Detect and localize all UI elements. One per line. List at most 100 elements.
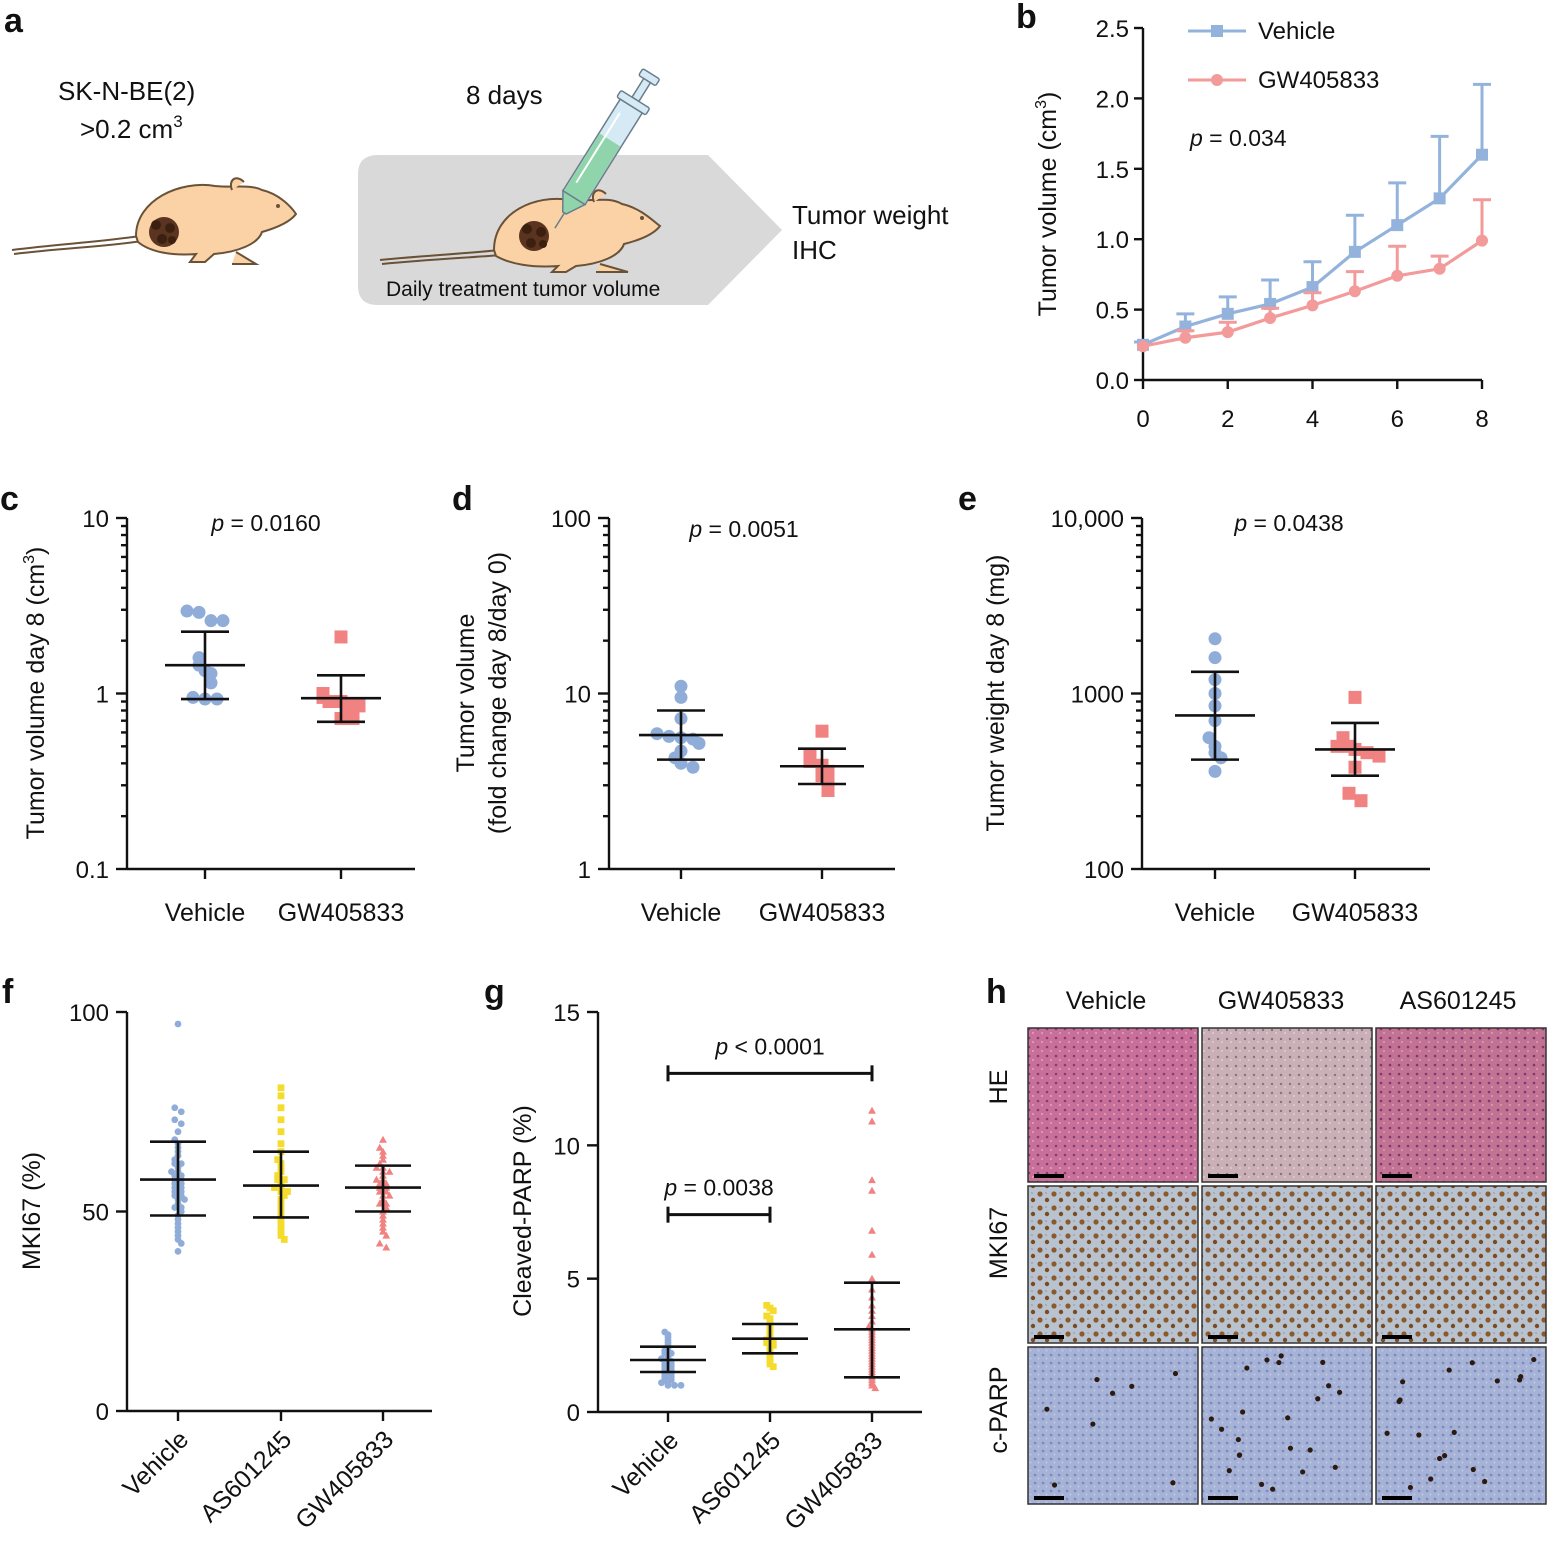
x-tick-label: Vehicle xyxy=(165,899,246,927)
data-point xyxy=(186,690,200,704)
data-point xyxy=(277,1116,285,1124)
y-axis-title: Tumor volume xyxy=(452,614,480,773)
cparp-gw405833-image xyxy=(1201,1346,1373,1505)
x-tick-label: AS601245 xyxy=(195,1425,297,1527)
data-point xyxy=(686,760,700,774)
y-axis-title-line2: (fold change day 8/day 0) xyxy=(484,552,512,834)
endpoint-ihc: IHC xyxy=(792,235,837,265)
y-axis-title: Tumor volume day 8 (cm3) xyxy=(21,547,50,840)
panel-label-h: h xyxy=(986,973,1007,1011)
x-tick-label: GW405833 xyxy=(1292,899,1418,927)
y-axis-title-sup: 3 xyxy=(21,555,38,564)
data-point xyxy=(763,1339,771,1347)
positive-cell xyxy=(1094,1376,1100,1383)
y-tick-label: 15 xyxy=(553,1000,580,1027)
p-number: < 0.0001 xyxy=(728,1033,825,1059)
positive-cell xyxy=(1090,1421,1096,1427)
h-row-he: HE xyxy=(985,1070,1013,1105)
data-point xyxy=(1354,794,1368,808)
data-point xyxy=(277,1232,285,1239)
positive-cell xyxy=(1278,1353,1284,1359)
positive-cell xyxy=(1218,1426,1225,1432)
data-point xyxy=(280,1176,288,1183)
y-tick-label: 1 xyxy=(578,857,591,884)
panel-c: c 10 1 0.1 Tumor volume day 8 (cm3) Vehicle G… xyxy=(0,480,415,927)
data-point xyxy=(868,1186,876,1194)
data-point xyxy=(171,1204,179,1211)
y-axis-title-end: ) xyxy=(1034,92,1062,100)
positive-cell xyxy=(1307,1447,1313,1453)
data-point xyxy=(868,1226,876,1234)
panel-label-e: e xyxy=(958,480,977,518)
positive-cell xyxy=(1109,1390,1116,1396)
y-tick-label: 0.0 xyxy=(1096,368,1129,395)
y-axis-title-text: MKI67 (%) xyxy=(18,1152,46,1270)
p-value: p < 0.0001 xyxy=(714,1033,824,1059)
group-gw405833 xyxy=(780,724,864,798)
data-point xyxy=(1433,262,1446,275)
h-col-gw405833: GW405833 xyxy=(1218,987,1344,1015)
significance-bracket: p = 0.0038 xyxy=(663,1175,774,1223)
p-symbol: p xyxy=(1233,510,1247,536)
series-vehicle xyxy=(1134,82,1491,351)
y-axis-title-sup: 3 xyxy=(1033,100,1050,109)
significance-bracket: p < 0.0001 xyxy=(666,1033,874,1082)
data-point xyxy=(334,630,348,644)
data-point xyxy=(375,1239,384,1247)
positive-cell xyxy=(1416,1432,1422,1438)
y-tick-label: 0.1 xyxy=(76,857,109,884)
p-value: p = 0.034 xyxy=(1189,125,1287,151)
x-tick-label: Vehicle xyxy=(117,1425,194,1502)
cparp-positive-cells xyxy=(1044,1353,1537,1492)
data-point xyxy=(274,1172,282,1179)
positive-cell xyxy=(1235,1436,1241,1443)
x-tick-label: Vehicle xyxy=(641,899,722,927)
positive-cell xyxy=(1051,1482,1058,1488)
data-point xyxy=(204,614,218,628)
data-point xyxy=(1348,245,1361,258)
data-point xyxy=(1264,312,1277,325)
positive-cell xyxy=(1172,1370,1179,1377)
data-point xyxy=(379,1155,387,1163)
panel-a: a SK-N-BE(2) >0.2 cm3 8 days Daily treat… xyxy=(4,2,949,305)
data-point xyxy=(277,1092,285,1100)
data-point xyxy=(1372,749,1386,763)
p-number: = 0.0438 xyxy=(1247,510,1344,536)
y-axis-title: Cleaved-PARP (%) xyxy=(509,1105,537,1317)
positive-cell xyxy=(1428,1476,1434,1482)
panel-label-b: b xyxy=(1016,0,1037,36)
p-number: = 0.0038 xyxy=(677,1175,774,1201)
data-point xyxy=(385,1191,394,1199)
data-point xyxy=(650,727,664,741)
data-point xyxy=(204,676,218,690)
p-value: p = 0.0038 xyxy=(663,1175,773,1201)
positive-cell xyxy=(1400,1379,1406,1385)
data-point xyxy=(868,1117,876,1125)
series-line xyxy=(1142,153,1484,347)
panel-g: g 15 10 5 0 Cleaved-PARP (%) Vehicle AS601245G… xyxy=(484,973,922,1536)
y-axis-title-text: Tumor volume (cm xyxy=(1034,109,1062,316)
y-tick-label: 0.5 xyxy=(1096,298,1129,325)
p-number: = 0.0051 xyxy=(702,516,799,542)
syringe-icon xyxy=(554,68,660,229)
data-point xyxy=(1179,331,1192,344)
x-tick-label: Vehicle xyxy=(1175,899,1256,927)
data-point xyxy=(346,712,360,726)
positive-cell xyxy=(1287,1445,1294,1451)
y-tick-label: 5 xyxy=(567,1267,580,1294)
data-point xyxy=(177,1240,185,1247)
data-point xyxy=(171,1104,179,1112)
positive-cell xyxy=(1285,1415,1291,1421)
data-point xyxy=(1391,269,1404,282)
he-as601245-image xyxy=(1375,1027,1547,1183)
data-point xyxy=(1391,219,1404,232)
data-point xyxy=(180,604,194,618)
data-point xyxy=(277,1220,285,1227)
data-point xyxy=(379,1215,387,1223)
y-axis-title: Tumor volume (cm3) xyxy=(1033,92,1062,317)
positive-cell xyxy=(1129,1383,1135,1389)
data-point xyxy=(671,1381,678,1389)
days-label: 8 days xyxy=(466,80,543,110)
